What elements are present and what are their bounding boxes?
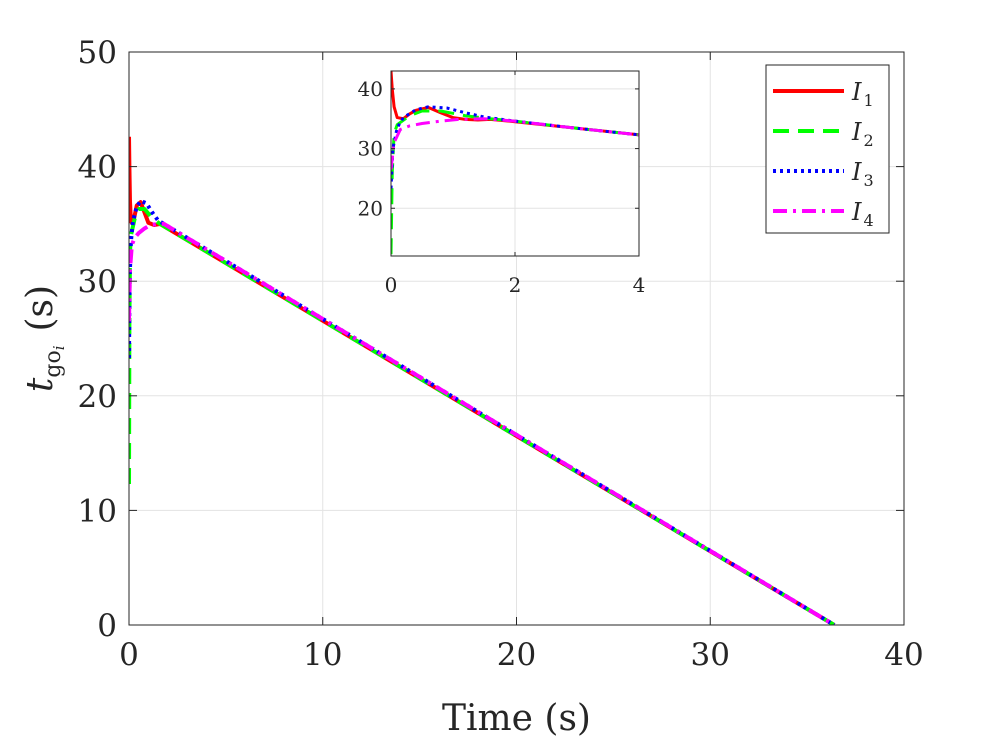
main-y-tick-label: 30 bbox=[78, 264, 117, 300]
main-x-tick-label: 40 bbox=[884, 637, 923, 673]
main-series-group bbox=[129, 136, 836, 625]
main-x-tick-label: 30 bbox=[691, 637, 730, 673]
legend-entries: I 1 I 2 I 3 I 4 bbox=[773, 78, 874, 230]
inset-ticks bbox=[390, 71, 640, 256]
main-y-tick-label: 40 bbox=[78, 150, 117, 186]
inset-x-tick-label: 0 bbox=[385, 273, 398, 297]
main-ticks bbox=[128, 51, 905, 626]
main-x-tick-label: 0 bbox=[119, 637, 139, 673]
y-axis-label-subsub: i bbox=[50, 345, 68, 350]
x-axis-label: Time (s) bbox=[442, 698, 591, 739]
inset-x-tick-labels: 0 2 4 bbox=[385, 273, 646, 297]
main-y-tick-label: 0 bbox=[97, 608, 117, 644]
main-y-tick-label: 20 bbox=[78, 379, 117, 415]
main-x-tick-label: 10 bbox=[303, 637, 342, 673]
inset-series-line-I4 bbox=[391, 117, 639, 170]
inset-y-tick-label: 40 bbox=[358, 77, 383, 101]
y-axis-label-main: t bbox=[20, 377, 61, 392]
inset-axes: 0 2 4 20 30 40 bbox=[358, 70, 646, 297]
main-y-tick-label: 50 bbox=[78, 35, 117, 71]
y-axis-label-sub: go bbox=[41, 350, 66, 377]
inset-y-tick-labels: 20 30 40 bbox=[358, 77, 383, 220]
y-axis-label-unit: (s) bbox=[20, 285, 61, 332]
inset-y-tick-label: 30 bbox=[358, 137, 383, 161]
main-y-tick-labels: 0 10 20 30 40 50 bbox=[78, 35, 117, 644]
y-axis-label: tgoi (s) bbox=[20, 285, 68, 392]
inset-x-tick-label: 2 bbox=[509, 273, 522, 297]
inset-x-tick-label: 4 bbox=[633, 273, 646, 297]
main-y-tick-label: 10 bbox=[78, 493, 117, 529]
legend: I 1 I 2 I 3 I 4 bbox=[765, 64, 890, 234]
inset-y-tick-label: 20 bbox=[358, 196, 383, 220]
main-series-line-I4 bbox=[129, 221, 836, 625]
main-x-tick-labels: 0 10 20 30 40 bbox=[119, 637, 924, 673]
main-x-tick-label: 20 bbox=[497, 637, 536, 673]
inset-series-line-I3 bbox=[391, 105, 639, 189]
inset-series-group bbox=[391, 71, 639, 255]
